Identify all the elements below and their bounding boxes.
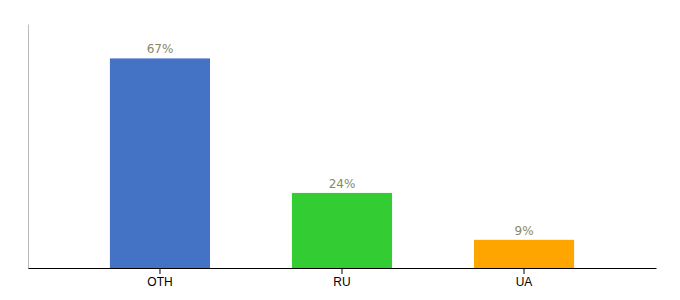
x-tick-mark	[342, 268, 343, 274]
x-axis: OTH RU UA	[29, 268, 657, 289]
x-tick-label: RU	[333, 275, 350, 289]
bar	[474, 240, 574, 268]
x-tick: OTH	[147, 268, 172, 289]
bar	[110, 58, 210, 268]
x-tick: UA	[516, 268, 533, 289]
y-axis-line	[28, 25, 29, 269]
chart: OTH RU UA 67% 24% 9%	[0, 0, 680, 300]
x-tick-mark	[159, 268, 160, 274]
x-tick-label: UA	[516, 275, 533, 289]
bar	[292, 193, 392, 268]
data-labels: 67% 24% 9%	[147, 42, 534, 237]
data-label: 67%	[147, 42, 174, 56]
data-label: 24%	[329, 177, 356, 191]
x-tick-label: OTH	[147, 275, 172, 289]
plot: OTH RU UA 67% 24% 9%	[29, 25, 657, 289]
data-label: 9%	[515, 224, 534, 238]
bars	[110, 58, 574, 268]
y-axis	[28, 25, 29, 269]
x-tick-mark	[524, 268, 525, 274]
x-tick: RU	[333, 268, 350, 289]
